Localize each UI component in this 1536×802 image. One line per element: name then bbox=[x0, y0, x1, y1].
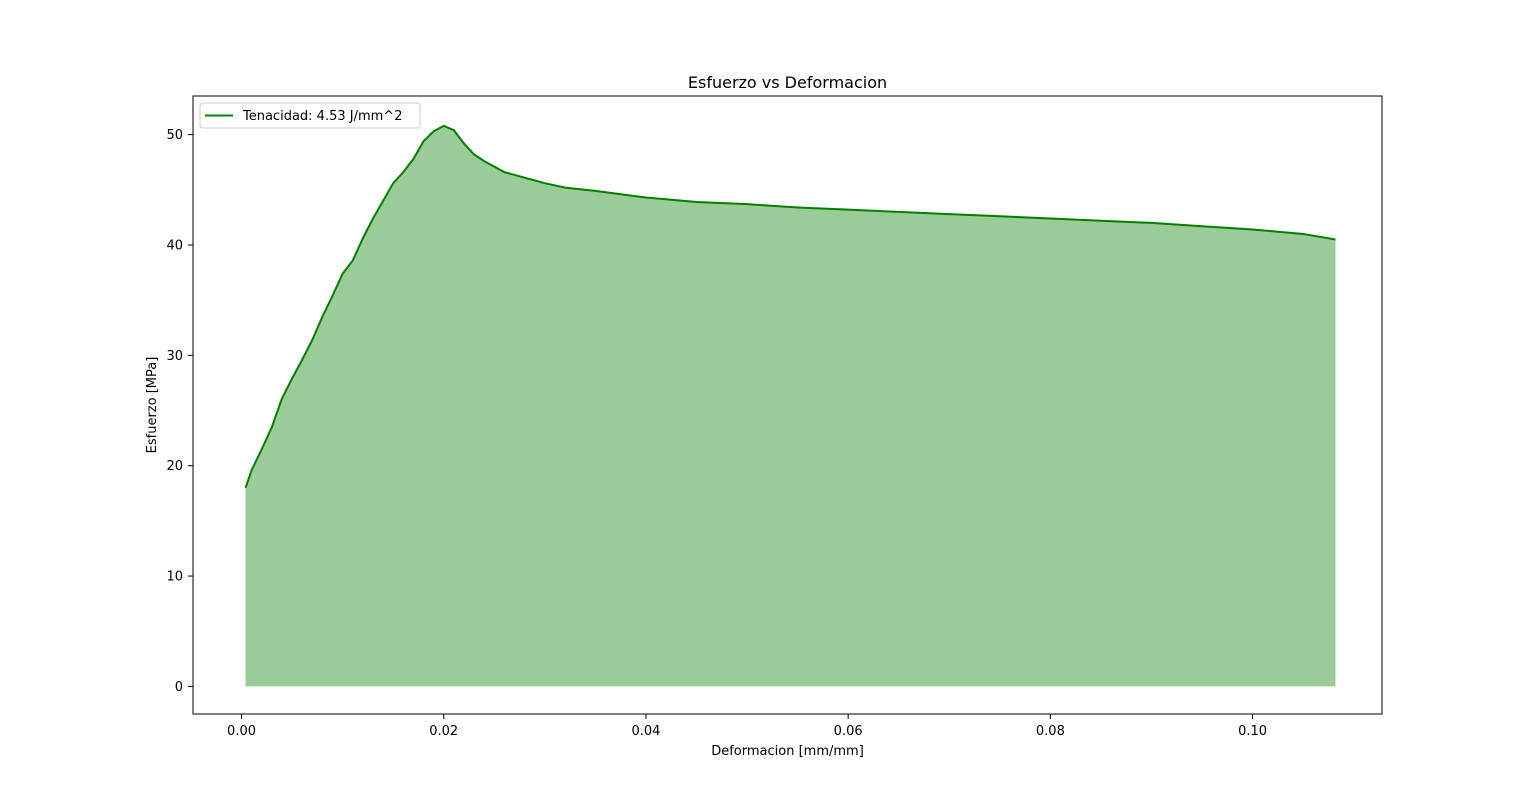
y-tick-label: 10 bbox=[166, 570, 183, 585]
x-tick-label: 0.00 bbox=[227, 724, 256, 739]
legend-label: Tenacidad: 4.53 J/mm^2 bbox=[242, 109, 402, 124]
y-axis: 0 10 20 30 40 50 bbox=[166, 128, 193, 695]
series-line bbox=[244, 124, 1336, 489]
legend-box bbox=[199, 102, 421, 129]
x-axis-label: Deformacion [mm/mm] bbox=[711, 744, 864, 759]
axes-frame bbox=[192, 95, 1383, 715]
plot-area bbox=[244, 124, 1336, 687]
y-tick-label: 30 bbox=[166, 349, 183, 364]
y-tick-label: 40 bbox=[166, 238, 183, 253]
y-tick-label: 20 bbox=[166, 459, 183, 474]
legend: Tenacidad: 4.53 J/mm^2 bbox=[199, 102, 421, 129]
x-tick-label: 0.10 bbox=[1238, 724, 1267, 739]
y-tick-label: 50 bbox=[166, 128, 183, 143]
x-tick-label: 0.02 bbox=[429, 724, 458, 739]
x-tick-label: 0.04 bbox=[631, 724, 660, 739]
y-tick-label: 0 bbox=[175, 680, 183, 695]
chart-title: Esfuerzo vs Deformacion bbox=[688, 73, 887, 92]
x-axis: 0.00 0.02 0.04 0.06 0.08 0.10 bbox=[227, 714, 1267, 739]
x-tick-label: 0.06 bbox=[834, 724, 863, 739]
x-tick-label: 0.08 bbox=[1036, 724, 1065, 739]
area-fill bbox=[245, 125, 1336, 687]
y-axis-label: Esfuerzo [MPa] bbox=[145, 357, 160, 454]
